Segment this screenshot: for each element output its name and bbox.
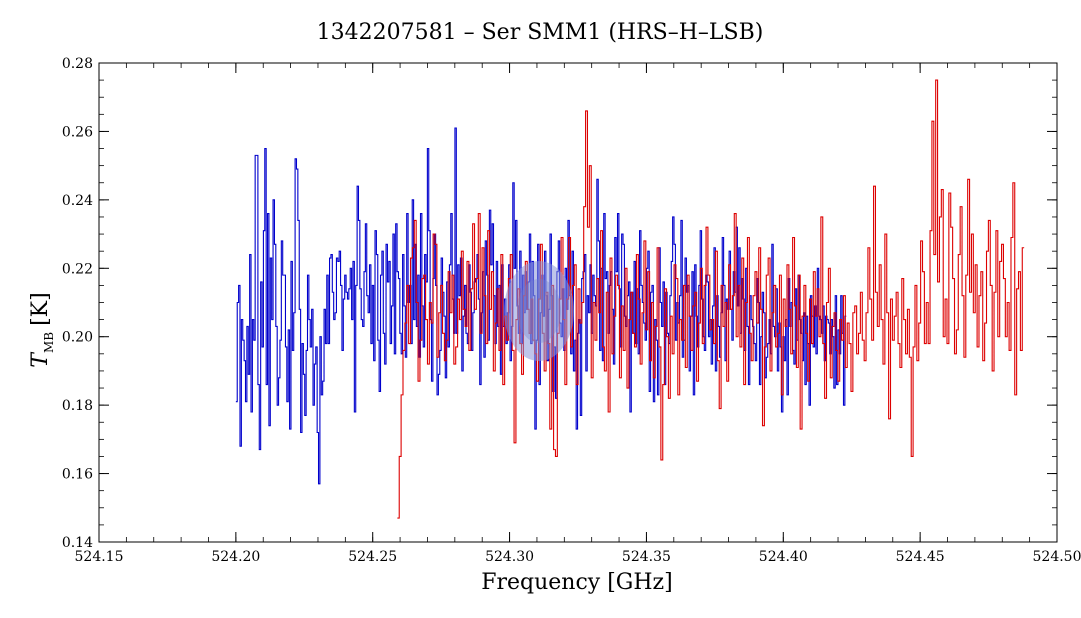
highlight-marker <box>504 261 574 361</box>
x-tick-label: 524.45 <box>896 549 945 565</box>
y-tick-label: 0.26 <box>62 124 93 140</box>
series-line-2 <box>397 79 1025 519</box>
series-layer <box>235 79 1025 519</box>
y-axis-label-unit: [K] <box>28 292 53 326</box>
y-axis-label-symbol: T <box>28 351 53 368</box>
x-tick-label: 524.50 <box>1033 549 1081 565</box>
chart-title: 1342207581 – Ser SMM1 (HRS–H–LSB) <box>317 20 764 45</box>
x-tick-label: 524.30 <box>485 549 534 565</box>
x-tick-label: 524.25 <box>348 549 397 565</box>
y-axis-label: TMB [K] <box>28 292 56 367</box>
x-tick-label: 524.40 <box>759 549 808 565</box>
y-axis: 0.14 0.16 0.18 0.20 0.22 0.24 0.26 0.28 <box>62 56 1057 551</box>
x-axis-label: Frequency [GHz] <box>481 570 673 595</box>
y-tick-label: 0.18 <box>62 398 93 414</box>
y-tick-label: 0.16 <box>62 467 93 483</box>
y-tick-label: 0.20 <box>62 330 93 346</box>
y-axis-label-subscript: MB <box>42 332 56 353</box>
y-tick-label: 0.22 <box>62 261 93 277</box>
x-tick-label: 524.15 <box>75 549 124 565</box>
x-tick-label: 524.35 <box>622 549 671 565</box>
y-tick-label: 0.24 <box>62 193 93 209</box>
x-tick-label: 524.20 <box>211 549 260 565</box>
svg-text:TMB[K]: TMB [K] <box>28 292 56 367</box>
y-tick-label: 0.14 <box>62 535 93 551</box>
y-tick-label: 0.28 <box>62 56 93 72</box>
x-axis: 524.15 524.20 524.25 524.30 524.35 524.40 524.… <box>75 63 1081 565</box>
